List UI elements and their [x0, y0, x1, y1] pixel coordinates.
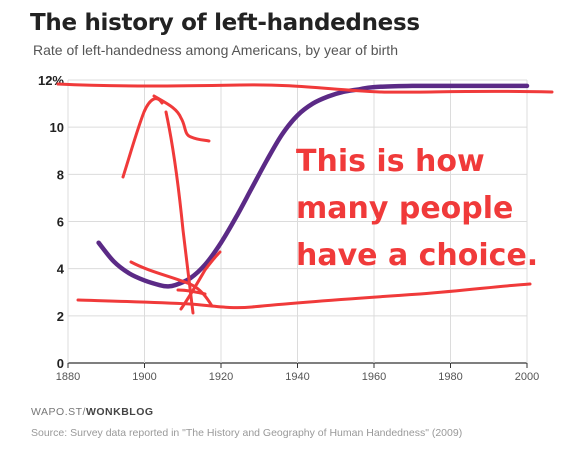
chart-title: The history of left-handedness: [30, 10, 420, 36]
scribble-bottom-line: [76, 282, 532, 310]
scribble-top-line: [56, 82, 554, 94]
annotation-line-3: have a choice.: [296, 238, 539, 273]
y-tick-label: 10: [50, 120, 64, 135]
y-tick-label: 8: [57, 167, 64, 182]
y-tick-label: 0: [57, 356, 64, 371]
source-note: Source: Survey data reported in "The His…: [31, 427, 463, 439]
chart-subtitle: Rate of left-handedness among Americans,…: [33, 42, 398, 58]
y-tick-label: 12%: [38, 73, 64, 88]
brand-name: WONKBLOG: [85, 406, 154, 418]
annotation-line-1: This is how: [296, 144, 485, 179]
x-tick-label: 1940: [285, 371, 309, 383]
y-tick-label: 2: [57, 309, 64, 324]
y-tick-label: 6: [57, 215, 64, 230]
red-scribbles: [56, 82, 554, 315]
x-tick-label: 1960: [362, 371, 386, 383]
x-tick-label: 2000: [515, 371, 539, 383]
series-line: [96, 83, 530, 289]
scribble-rising: [179, 250, 222, 311]
scribble-small-curl: [176, 288, 207, 296]
x-tick-label: 1900: [132, 371, 156, 383]
y-tick-label: 4: [57, 262, 65, 277]
annotation-line-2: many people: [296, 191, 514, 226]
scribble-left-hook: [121, 97, 164, 179]
brand-credit: WAPO.ST/WONKBLOG: [31, 406, 154, 418]
scribble-loop: [152, 94, 211, 143]
x-tick-label: 1980: [438, 371, 462, 383]
handwritten-annotation: This is how many people have a choice.: [296, 138, 566, 279]
x-tick-label: 1880: [56, 371, 80, 383]
scribble-lower-cross: [129, 260, 214, 308]
x-tick-label: 1920: [209, 371, 233, 383]
series-layer: [96, 83, 530, 289]
line-chart: 0 2 4 6 8 10 12% 1880 1900 1920 1940 1960 1980 2000: [38, 73, 554, 383]
brand-prefix: WAPO.ST/: [31, 406, 86, 418]
